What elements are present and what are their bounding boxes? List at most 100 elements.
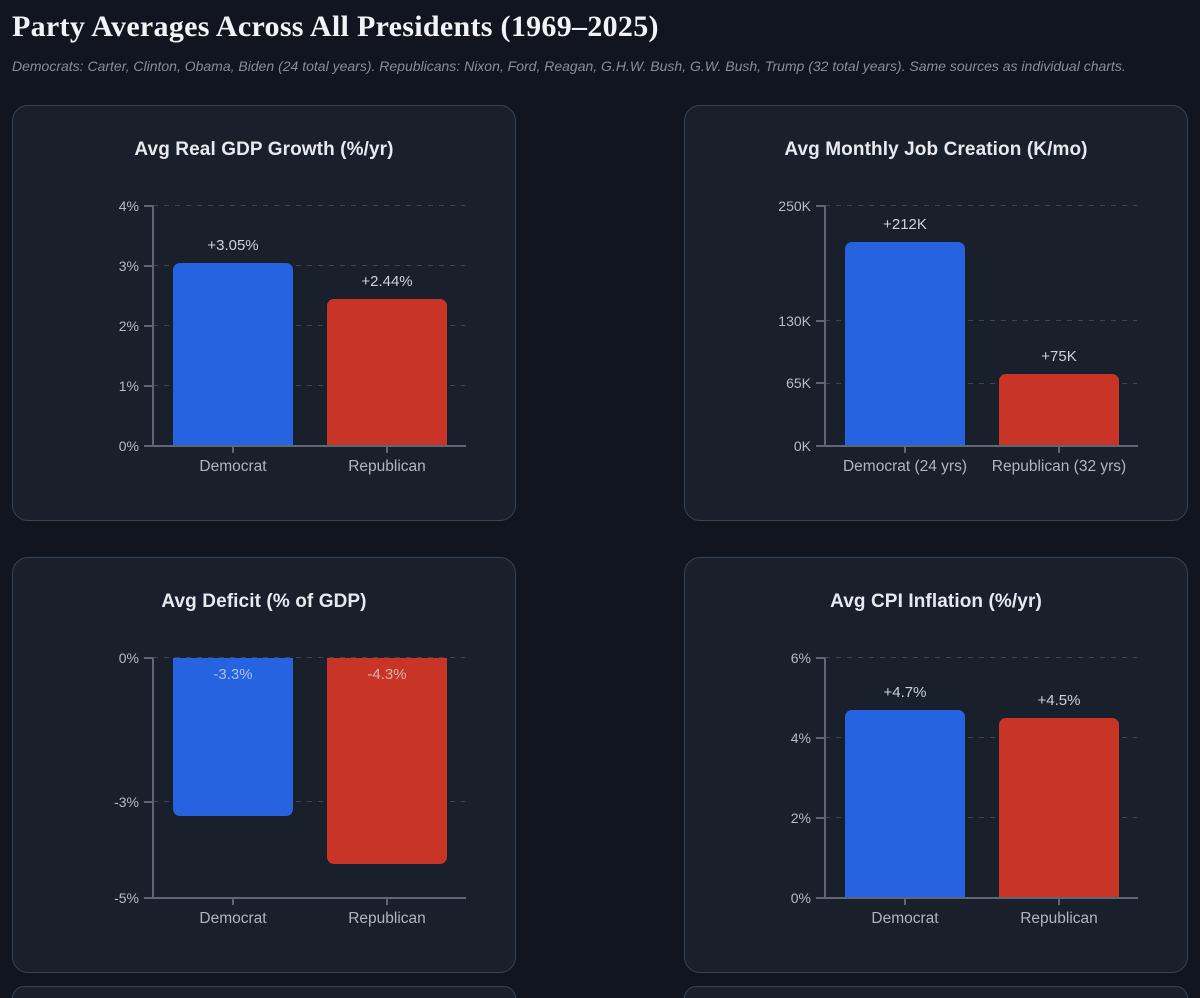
category-label-republican: Republican	[348, 457, 426, 475]
y-tick-label--3%: -3%	[114, 793, 139, 810]
y-tick-mark--5%	[144, 896, 153, 899]
cutoff-next-card-edge-left	[12, 986, 516, 998]
y-tick-label-65K: 65K	[786, 375, 811, 392]
bar-value-label-republican: +2.44%	[361, 273, 413, 291]
y-tick-mark-2%	[816, 816, 825, 819]
page-header: Party Averages Across All Presidents (19…	[0, 0, 1200, 75]
y-tick-mark-4%	[816, 736, 825, 739]
x-axis-spine	[152, 444, 466, 447]
x-axis-spine	[824, 896, 1138, 899]
category-label-republican: Republican	[348, 909, 426, 927]
y-tick-mark-4%	[144, 204, 153, 207]
category-label-republican: Republican (32 yrs)	[991, 457, 1127, 475]
y-tick-mark-250K	[816, 204, 825, 207]
y-axis-spine	[152, 205, 154, 446]
chart-card-gdp-growth: Avg Real GDP Growth (%/yr) 0% 1% 2% 3% 4% +3.…	[12, 104, 516, 521]
y-tick-label-2%: 2%	[790, 809, 811, 826]
category-label-democrat: Democrat	[871, 909, 939, 927]
bar-republican	[999, 373, 1119, 446]
y-tick-mark-130K	[816, 319, 825, 322]
cutoff-next-card-edge-right	[684, 986, 1188, 998]
y-tick-mark-3%	[144, 264, 153, 267]
bar-republican	[327, 657, 447, 865]
y-tick-label-4%: 4%	[790, 729, 811, 746]
gridline-130K	[825, 320, 1137, 322]
chart-card-cpi-inflation: Avg CPI Inflation (%/yr) 0% 2% 4% 6% +4.7% De…	[684, 556, 1188, 973]
y-tick-label-0%: 0%	[790, 889, 811, 906]
bar-democrat	[845, 242, 965, 446]
y-tick-mark--3%	[144, 800, 153, 803]
plot-area-deficit: 0% -3% -5% -3.3% Democrat -4.3% Republican	[114, 651, 466, 927]
y-tick-label-1%: 1%	[118, 377, 139, 394]
gridline-6%	[825, 657, 1137, 659]
bar-value-label-democrat: +212K	[883, 216, 927, 234]
y-tick-mark-0K	[816, 444, 825, 447]
bar-value-label-democrat: +3.05%	[207, 236, 259, 254]
x-tick-mark-democrat	[904, 445, 906, 453]
y-tick-label-250K: 250K	[778, 197, 811, 214]
gridline-4%	[153, 205, 465, 207]
gridline-250K	[825, 205, 1137, 207]
chart-title-cpi-inflation: Avg CPI Inflation (%/yr)	[830, 590, 1042, 612]
bar-democrat	[173, 657, 293, 817]
bar-value-label-republican: +75K	[1041, 347, 1077, 365]
x-tick-mark-republican	[1058, 897, 1060, 905]
x-tick-mark-democrat	[232, 445, 234, 453]
bar-value-label-democrat: +4.7%	[883, 683, 927, 701]
chart-title-deficit: Avg Deficit (% of GDP)	[161, 590, 367, 612]
x-tick-mark-republican	[1058, 445, 1060, 453]
x-tick-mark-democrat	[904, 897, 906, 905]
chart-card-job-creation: Avg Monthly Job Creation (K/mo) 0K 65K 130…	[684, 104, 1188, 521]
y-tick-label--5%: -5%	[114, 889, 139, 906]
y-tick-mark-0%	[816, 896, 825, 899]
y-tick-label-2%: 2%	[118, 317, 139, 334]
chart-title-gdp-growth: Avg Real GDP Growth (%/yr)	[134, 138, 394, 160]
category-label-democrat: Democrat (24 yrs)	[842, 457, 968, 475]
y-axis-spine	[824, 657, 826, 898]
bar-value-label-democrat: -3.3%	[213, 665, 253, 683]
bar-democrat	[173, 262, 293, 446]
y-tick-mark-0%	[144, 444, 153, 447]
bar-democrat	[845, 709, 965, 898]
gridline-3%	[153, 265, 465, 267]
bar-republican	[999, 717, 1119, 898]
y-axis-spine	[824, 205, 826, 446]
y-tick-mark-6%	[816, 656, 825, 659]
chart-card-deficit: Avg Deficit (% of GDP) 0% -3% -5% -3.3% Demo…	[12, 556, 516, 973]
gridline-65K	[825, 382, 1137, 384]
category-label-democrat: Democrat	[199, 909, 267, 927]
y-tick-mark-0%	[144, 656, 153, 659]
chart-title-job-creation: Avg Monthly Job Creation (K/mo)	[784, 138, 1088, 160]
gridline-4%	[825, 737, 1137, 739]
x-tick-mark-republican	[386, 445, 388, 453]
y-tick-label-0K: 0K	[793, 437, 811, 454]
gridline--3%	[153, 801, 465, 803]
y-tick-label-0%: 0%	[118, 437, 139, 454]
x-axis-spine	[824, 444, 1138, 447]
x-axis-spine	[152, 896, 466, 899]
y-tick-label-4%: 4%	[118, 197, 139, 214]
x-tick-mark-republican	[386, 897, 388, 905]
gridline-1%	[153, 385, 465, 387]
category-label-democrat: Democrat	[199, 457, 267, 475]
y-tick-mark-1%	[144, 384, 153, 387]
plot-area-job-creation: 0K 65K 130K 250K +212K Democrat (24 yrs) +75K R…	[778, 199, 1138, 475]
plot-area-gdp-growth: 0% 1% 2% 3% 4% +3.05% Democrat +2.44% Republican	[119, 199, 466, 475]
y-tick-mark-2%	[144, 324, 153, 327]
y-tick-label-0%: 0%	[118, 649, 139, 666]
plot-area-cpi-inflation: 0% 2% 4% 6% +4.7% Democrat +4.5% Republican	[791, 651, 1138, 927]
y-tick-label-6%: 6%	[790, 649, 811, 666]
page-title: Party Averages Across All Presidents (19…	[12, 10, 659, 43]
y-axis-spine	[152, 657, 154, 898]
category-label-republican: Republican	[1020, 909, 1098, 927]
charts-grid: Avg Real GDP Growth (%/yr) 0% 1% 2% 3% 4% +3.…	[0, 104, 1200, 973]
gridline-2%	[825, 817, 1137, 819]
page-subtitle: Democrats: Carter, Clinton, Obama, Biden…	[12, 57, 1126, 74]
x-tick-mark-democrat	[232, 897, 234, 905]
y-tick-mark-65K	[816, 382, 825, 385]
bar-value-label-republican: -4.3%	[367, 665, 407, 683]
y-tick-label-3%: 3%	[118, 257, 139, 274]
bar-value-label-republican: +4.5%	[1037, 691, 1081, 709]
bar-republican	[327, 299, 447, 446]
gridline-2%	[153, 325, 465, 327]
